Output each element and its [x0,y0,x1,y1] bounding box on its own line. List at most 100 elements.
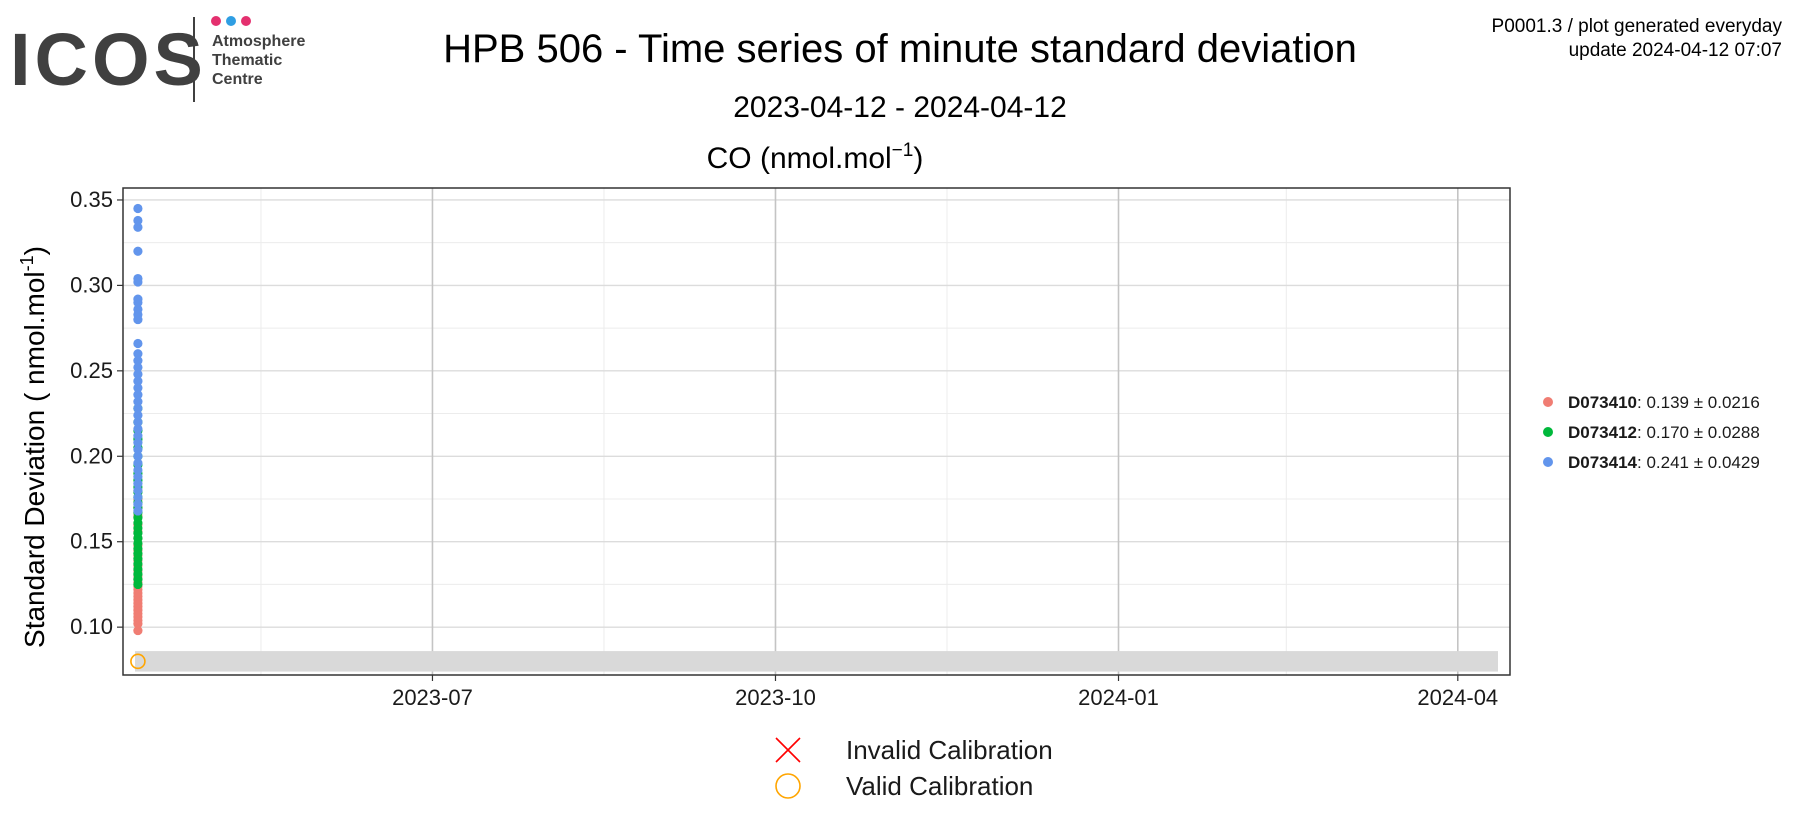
data-point-D073414 [133,506,143,516]
y-axis-label-main: Standard Deviation ( nmol.mol [19,271,50,648]
data-point-D073414 [133,492,143,502]
plot-id: P0001.3 / plot generated everyday [1492,16,1783,37]
legend-item-D073410: D073410: 0.139 ± 0.0216 [1543,393,1760,412]
data-point-D073414 [133,338,143,349]
legend-series-stats: : 0.170 ± 0.0288 [1637,423,1760,442]
data-point-D073414 [133,383,143,393]
chart-title: CO (nmol.mol−1) [707,140,924,175]
data-point-D073414 [133,304,143,314]
data-point-D073414 [133,424,143,434]
data-point-D073414 [133,376,143,386]
legend-label: D073410: 0.139 ± 0.0216 [1568,393,1760,412]
data-point-D073414 [133,465,143,475]
y-tick-label: 0.10 [70,614,113,639]
y-tick-label: 0.35 [70,187,113,212]
grid-minor-lines [123,188,1510,675]
data-point-D073414 [133,438,143,448]
data-point-D073414 [133,472,143,482]
data-points [133,203,143,636]
reference-band [135,651,1498,672]
x-axis: 2023-07 2023-10 2024-01 2024-04 [392,675,1498,710]
series-D073414 [133,203,143,516]
y-axis: 0.10 0.15 0.20 0.25 0.30 0.35 [70,187,123,639]
y-tick-label: 0.30 [70,272,113,297]
data-point-D073414 [133,458,143,468]
data-point-D073414 [133,246,143,256]
legend-series-name: D073410 [1568,393,1637,412]
calibration-legend: Invalid Calibration Valid Calibration [775,735,1053,801]
legend-series-stats: : 0.241 ± 0.0429 [1637,453,1760,472]
legend-series-name: D073414 [1568,453,1638,472]
data-point-D073414 [133,403,143,414]
data-point-D073414 [133,499,143,509]
data-point-D073414 [133,203,143,214]
calibration-legend-label: Invalid Calibration [846,735,1053,765]
chart-title-end: ) [913,142,923,175]
logo-subtitle-line-1: Atmosphere [212,33,305,50]
legend-item-D073414: D073414: 0.241 ± 0.0429 [1543,453,1760,472]
logo-dot-2 [226,16,236,26]
x-tick-label: 2023-10 [735,685,816,710]
legend-swatch [1543,457,1553,467]
logo-wordmark: ICOS [10,18,207,101]
y-tick-label: 0.25 [70,358,113,383]
data-point-D073414 [133,355,143,366]
data-point-D073414 [133,451,143,461]
chart-title-main: CO (nmol.mol [707,142,892,175]
data-point-D073414 [133,349,143,359]
plot-border [122,187,1511,676]
x-tick-label: 2024-04 [1417,685,1498,710]
data-point-D073414 [133,362,143,373]
y-axis-label-end: ) [19,246,50,255]
x-tick-label: 2023-07 [392,685,473,710]
legend-label: D073412: 0.170 ± 0.0288 [1568,423,1760,442]
data-point-D073414 [133,396,143,407]
data-point-D073414 [133,444,143,455]
cross-icon [775,737,801,763]
data-point-D073414 [133,479,143,489]
update-timestamp: update 2024-04-12 07:07 [1569,40,1782,61]
calibration-legend-label: Valid Calibration [846,771,1033,801]
data-point-D073414 [133,222,143,232]
icos-logo: ICOS Atmosphere Thematic Centre [10,16,305,102]
date-range: 2023-04-12 - 2024-04-12 [733,91,1067,124]
chart-title-sup: −1 [892,140,914,161]
data-point-D073414 [133,369,143,379]
data-point-D073410 [133,625,143,636]
data-point-D073414 [133,294,143,304]
data-point-D073414 [133,417,143,427]
data-point-D073414 [133,485,143,496]
calibration-legend-item: Invalid Calibration [775,735,1053,765]
data-point-D073414 [133,410,143,420]
legend-series-stats: : 0.139 ± 0.0216 [1637,393,1760,412]
y-axis-label-sup: -1 [17,255,37,271]
circle-icon [775,773,801,799]
legend-swatch [1543,397,1553,407]
logo-subtitle-line-3: Centre [212,71,263,88]
y-tick-label: 0.20 [70,443,113,468]
logo-subtitle-line-2: Thematic [212,52,282,69]
logo-dot-3 [241,16,251,26]
grid-major-lines [123,188,1510,675]
valid-calibration-point [130,653,146,670]
y-axis-label: Standard Deviation ( nmol.mol-1) [17,246,50,648]
data-point-D073414 [133,431,143,441]
legend-series-name: D073412 [1568,423,1637,442]
legend-label: D073414: 0.241 ± 0.0429 [1568,453,1760,472]
calibration-points [130,653,146,670]
data-point-D073414 [133,273,143,284]
legend-swatch [1543,427,1553,437]
logo-dot-1 [211,16,221,26]
y-tick-label: 0.15 [70,529,113,554]
x-tick-label: 2024-01 [1078,685,1159,710]
legend-item-D073412: D073412: 0.170 ± 0.0288 [1543,423,1760,442]
calibration-legend-item: Valid Calibration [775,771,1033,801]
data-point-D073414 [133,390,143,400]
data-point-D073414 [133,215,143,226]
page-title: HPB 506 - Time series of minute standard… [443,27,1357,71]
plot-background [123,188,1510,675]
plot-panel [122,187,1511,676]
